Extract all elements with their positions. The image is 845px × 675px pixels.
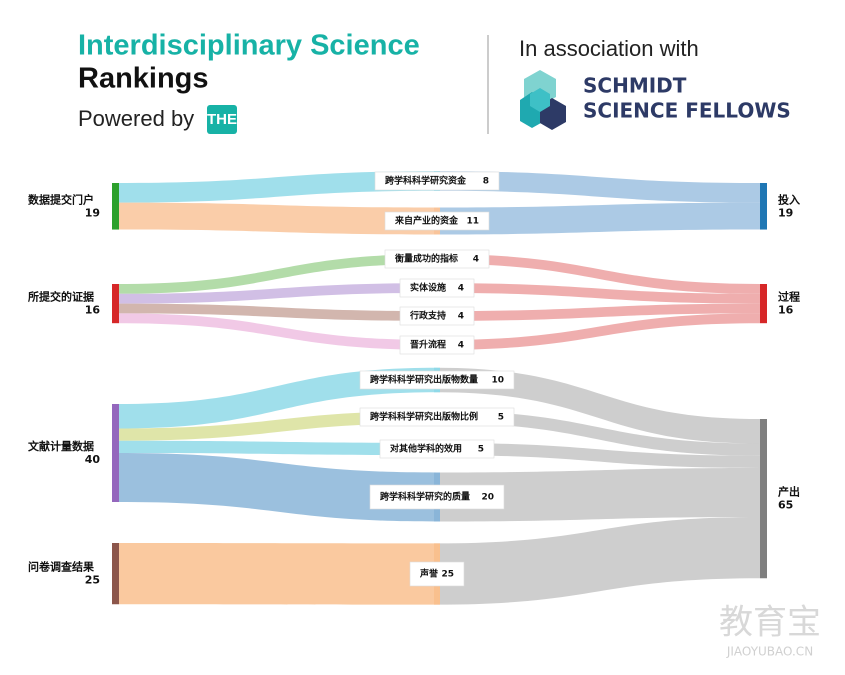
label-box (374, 171, 500, 191)
flow-value: 20 (481, 493, 494, 503)
flow-label: 对其他学科的效用 (390, 443, 462, 455)
label-box (399, 306, 475, 326)
target-node (760, 183, 767, 230)
flow-label: 来自产业的资金 (394, 215, 459, 227)
partner: SCIENCE FELLOWS (583, 99, 791, 123)
target-node (760, 284, 767, 324)
source-label: 所提交的证据 (28, 290, 94, 304)
flow-value: 4 (458, 284, 464, 294)
target-label: 投入 (778, 192, 800, 206)
flow-value: 4 (458, 312, 464, 322)
label-box (359, 370, 515, 390)
source-label: 问卷调查结果 (28, 560, 94, 574)
flow-value: 8 (483, 177, 489, 187)
label-box (399, 278, 475, 298)
link (437, 202, 760, 235)
source-label: 数据提交门户 (28, 192, 94, 206)
flow-value: 4 (473, 255, 479, 265)
flow-value: 11 (466, 217, 479, 227)
link (119, 303, 437, 321)
label-box (399, 335, 475, 355)
link (437, 517, 760, 605)
flow-value: 5 (498, 413, 504, 423)
label-box (369, 484, 505, 510)
target-value: 19 (778, 206, 793, 219)
source-node (112, 543, 119, 605)
flow-label: 衡量成功的指标 (395, 253, 458, 265)
label-box (384, 249, 490, 269)
flow-label: 晋升流程 (410, 339, 446, 351)
flow-value: 10 (491, 376, 504, 386)
link (119, 410, 437, 441)
badge-text: THE (207, 111, 237, 128)
flow-label: 行政支持 (409, 310, 446, 322)
target-label: 过程 (778, 290, 800, 304)
link (437, 313, 760, 350)
source-value: 16 (85, 304, 101, 317)
flow-label: 跨学科科学研究资金 (385, 175, 467, 187)
partner: SCHMIDT (583, 74, 687, 98)
link (437, 367, 760, 444)
flow-value: 4 (458, 341, 464, 351)
source-node (112, 404, 119, 502)
link (119, 313, 437, 350)
logo (520, 70, 566, 130)
link (437, 410, 760, 456)
watermark: JIAOYUBAO.CN (726, 645, 813, 659)
label-box (379, 439, 495, 459)
sankey: 数据提交门户19所提交的证据16文献计量数据40问卷调查结果25投入19过程16… (28, 171, 800, 605)
target-label: 产出 (778, 485, 800, 499)
flow-value: 5 (478, 445, 484, 455)
source-node (112, 183, 119, 230)
link (437, 254, 760, 294)
flow-label: 跨学科科学研究的质量 (380, 491, 470, 503)
flow-label: 跨学科科学研究出版物比例 (370, 411, 478, 423)
link (119, 171, 437, 203)
target-value: 65 (778, 499, 793, 512)
flow-label: 声誉 (419, 568, 439, 580)
label-box (384, 211, 490, 231)
link (119, 440, 437, 456)
target-node (760, 419, 767, 579)
association: In association with (519, 36, 699, 61)
target-value: 16 (778, 304, 794, 317)
source-value: 25 (85, 574, 100, 587)
source-value: 40 (85, 453, 101, 466)
source-node (112, 284, 119, 324)
watermark: 教育宝 (719, 603, 821, 643)
link (119, 202, 437, 235)
link (437, 468, 760, 522)
label-box (359, 407, 515, 427)
source-value: 19 (85, 206, 100, 219)
link (119, 367, 437, 429)
links (119, 171, 760, 605)
label-box (409, 561, 465, 587)
flow-value: 25 (441, 570, 454, 580)
powered-by: Powered by (78, 106, 194, 131)
link (437, 283, 760, 304)
link (437, 171, 760, 203)
flow-label: 实体设施 (410, 282, 446, 294)
link (437, 303, 760, 321)
flow-label: 跨学科科学研究出版物数量 (370, 374, 478, 386)
title: Interdisciplinary Science (78, 30, 420, 62)
link (119, 543, 437, 605)
link (119, 453, 437, 522)
link (119, 283, 437, 304)
link (119, 254, 437, 294)
badge (207, 105, 237, 134)
source-label: 文献计量数据 (28, 439, 94, 453)
link (437, 442, 760, 468)
title: Rankings (78, 63, 209, 95)
